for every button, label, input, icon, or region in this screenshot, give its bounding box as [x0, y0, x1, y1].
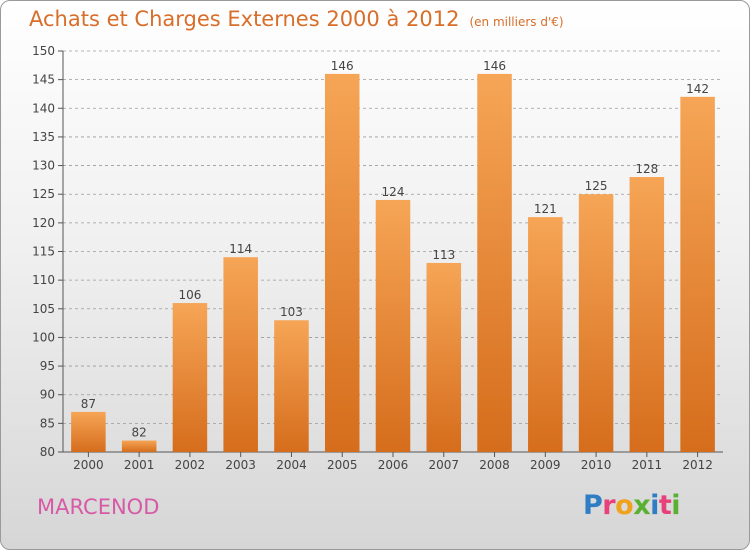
y-tick-label: 85 — [40, 416, 55, 430]
bar — [121, 440, 157, 452]
bar-value-label: 121 — [534, 202, 557, 216]
logo-letter: i — [671, 490, 681, 521]
bar — [680, 96, 715, 452]
y-tick-label: 100 — [32, 330, 55, 344]
bar-value-label: 125 — [585, 179, 608, 193]
proxiti-logo: Proxiti — [583, 490, 681, 521]
bar-value-label: 114 — [229, 242, 252, 256]
logo-letter: P — [583, 490, 603, 521]
bar — [477, 73, 512, 453]
x-tick-label: 2001 — [124, 458, 155, 472]
x-tick-label: 2005 — [327, 458, 358, 472]
x-tick-label: 2008 — [479, 458, 510, 472]
y-tick-label: 115 — [32, 245, 55, 259]
logo-letter: t — [658, 490, 672, 521]
bar — [274, 320, 309, 452]
bar — [629, 177, 665, 452]
bar — [172, 303, 208, 452]
bar-value-label: 128 — [635, 162, 658, 176]
bar — [375, 199, 411, 452]
x-tick-label: 2009 — [530, 458, 561, 472]
bar-value-label: 106 — [178, 288, 201, 302]
y-tick-label: 130 — [32, 159, 55, 173]
y-tick-label: 145 — [32, 73, 55, 87]
chart-unit: (en milliers d'€) — [469, 15, 564, 29]
y-tick-label: 125 — [32, 187, 55, 201]
y-tick-label: 90 — [40, 388, 55, 402]
bar-value-label: 142 — [686, 82, 709, 96]
y-tick-label: 105 — [32, 302, 55, 316]
y-tick-label: 110 — [32, 273, 55, 287]
bar-value-label: 124 — [382, 185, 405, 199]
logo-letter: i — [650, 490, 659, 521]
chart-title-block: Achats et Charges Externes 2000 à 2012 (e… — [29, 7, 564, 31]
y-tick-label: 135 — [32, 130, 55, 144]
logo-letter: r — [602, 490, 616, 521]
x-tick-label: 2000 — [73, 458, 104, 472]
x-tick-label: 2012 — [682, 458, 713, 472]
bar-value-label: 113 — [432, 248, 455, 262]
x-tick-label: 2003 — [225, 458, 256, 472]
bar — [71, 411, 106, 452]
bar-value-label: 82 — [132, 426, 147, 440]
x-tick-label: 2006 — [378, 458, 409, 472]
chart-title: Achats et Charges Externes 2000 à 2012 — [29, 7, 460, 31]
bar — [324, 73, 360, 453]
bar — [578, 194, 614, 452]
logo-letter: x — [633, 490, 651, 521]
y-tick-label: 140 — [32, 101, 55, 115]
y-tick-label: 80 — [40, 445, 55, 459]
bar — [528, 217, 563, 452]
y-tick-label: 120 — [32, 216, 55, 230]
bar-value-label: 146 — [331, 59, 354, 73]
bar-value-label: 146 — [483, 59, 506, 73]
commune-name: MARCENOD — [37, 495, 160, 519]
bar-value-label: 87 — [81, 397, 96, 411]
y-tick-label: 150 — [32, 44, 55, 58]
bar — [426, 262, 462, 452]
logo-letter: o — [615, 490, 634, 521]
x-tick-label: 2002 — [175, 458, 206, 472]
y-tick-label: 95 — [40, 359, 55, 373]
bar — [223, 257, 258, 452]
x-tick-label: 2011 — [632, 458, 663, 472]
x-tick-label: 2004 — [276, 458, 307, 472]
x-tick-label: 2007 — [428, 458, 459, 472]
x-tick-label: 2010 — [581, 458, 612, 472]
bar-value-label: 103 — [280, 305, 303, 319]
